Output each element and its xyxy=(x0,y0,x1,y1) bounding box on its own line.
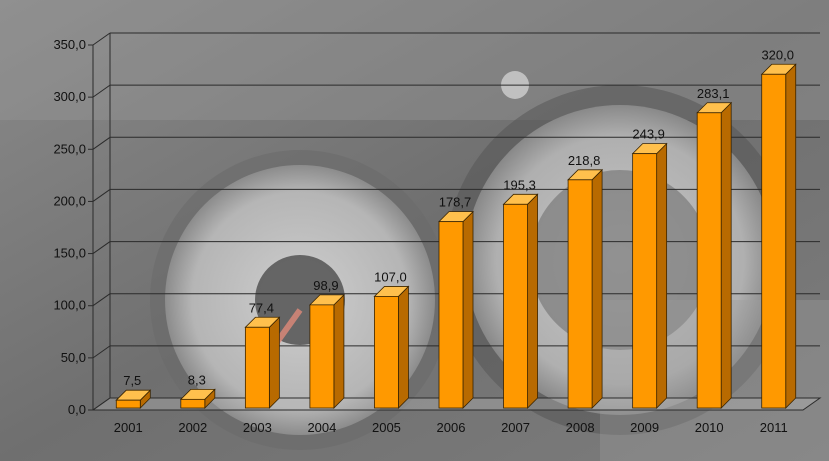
x-axis-tick-labels: 2001 2002 2003 2004 2005 2006 2007 2008 2009 2010… xyxy=(114,420,788,435)
data-label: 77,4 xyxy=(249,300,274,315)
y-tick-label: 250,0 xyxy=(53,141,86,156)
x-tick-label: 2007 xyxy=(501,420,530,435)
bars xyxy=(115,63,797,409)
data-labels: 7,5 8,3 77,4 98,9 107,0 178,7 195,3 218,8 243,9 2… xyxy=(123,47,794,388)
bar xyxy=(308,293,345,409)
bar-side xyxy=(591,168,603,409)
bar-side xyxy=(462,210,474,409)
data-label: 8,3 xyxy=(188,372,206,387)
bar-front xyxy=(438,221,464,409)
bar xyxy=(438,210,474,409)
x-tick-label: 2008 xyxy=(566,420,595,435)
bar xyxy=(373,285,410,409)
bar-front xyxy=(696,112,722,409)
x-tick-label: 2001 xyxy=(114,420,143,435)
bar-side xyxy=(527,193,538,409)
gridline-depth xyxy=(92,345,111,359)
data-label: 243,9 xyxy=(632,127,665,142)
bar-front xyxy=(761,73,787,409)
y-tick-label: 300,0 xyxy=(53,89,86,104)
gridline-depth xyxy=(92,189,111,202)
data-label: 320,0 xyxy=(761,47,794,62)
y-tick-label: 150,0 xyxy=(53,246,86,261)
gridline-depth xyxy=(92,84,111,98)
bar xyxy=(502,193,539,409)
bar xyxy=(760,63,797,409)
y-tick-label: 100,0 xyxy=(53,298,86,313)
y-tick-label: 0,0 xyxy=(68,402,86,417)
gridline-depth xyxy=(92,241,111,254)
x-tick-label: 2005 xyxy=(372,420,401,435)
bar-side xyxy=(398,285,409,409)
plot-area: 7,5 8,3 77,4 98,9 107,0 178,7 195,3 218,8 243,9 2… xyxy=(53,32,822,435)
bar xyxy=(115,389,152,409)
bar xyxy=(244,316,281,409)
bar xyxy=(696,101,733,409)
bar-side xyxy=(656,142,668,409)
x-tick-label: 2004 xyxy=(307,420,336,435)
x-tick-label: 2002 xyxy=(178,420,207,435)
x-tick-label: 2011 xyxy=(760,420,788,435)
x-tick-label: 2003 xyxy=(243,420,272,435)
bar-front xyxy=(180,398,206,409)
data-label: 98,9 xyxy=(313,278,338,293)
x-tick-label: 2010 xyxy=(695,420,724,435)
data-label: 195,3 xyxy=(503,177,536,192)
bar xyxy=(567,168,604,409)
bar-front xyxy=(115,399,141,409)
bar-side xyxy=(720,101,732,409)
bar-front xyxy=(567,179,593,409)
bar-side xyxy=(268,316,280,409)
bar-side xyxy=(785,63,797,409)
x-tick-label: 2006 xyxy=(437,420,466,435)
bar-front xyxy=(374,296,399,409)
data-label: 218,8 xyxy=(568,153,601,168)
data-label: 107,0 xyxy=(374,269,407,284)
bar-front xyxy=(632,153,658,409)
x-tick-label: 2009 xyxy=(630,420,659,435)
bar xyxy=(631,142,668,409)
data-label: 178,7 xyxy=(439,195,472,210)
y-axis-tick-labels: 0,0 50,0 100,0 150,0 200,0 250,0 300,0 350,0 xyxy=(53,37,86,417)
gridline-depth xyxy=(92,32,111,46)
data-label: 283,1 xyxy=(697,86,730,101)
y-tick-label: 200,0 xyxy=(53,193,86,208)
bar xyxy=(179,388,216,409)
bar-front xyxy=(503,203,528,409)
bar-side xyxy=(333,293,345,409)
y-tick-label: 350,0 xyxy=(53,37,86,52)
bar-front xyxy=(309,304,335,409)
data-label: 7,5 xyxy=(123,373,141,388)
y-tick-label: 50,0 xyxy=(61,350,86,365)
gridline-depth xyxy=(92,136,111,150)
gridline-depth xyxy=(92,293,111,307)
bar-front xyxy=(244,326,270,409)
